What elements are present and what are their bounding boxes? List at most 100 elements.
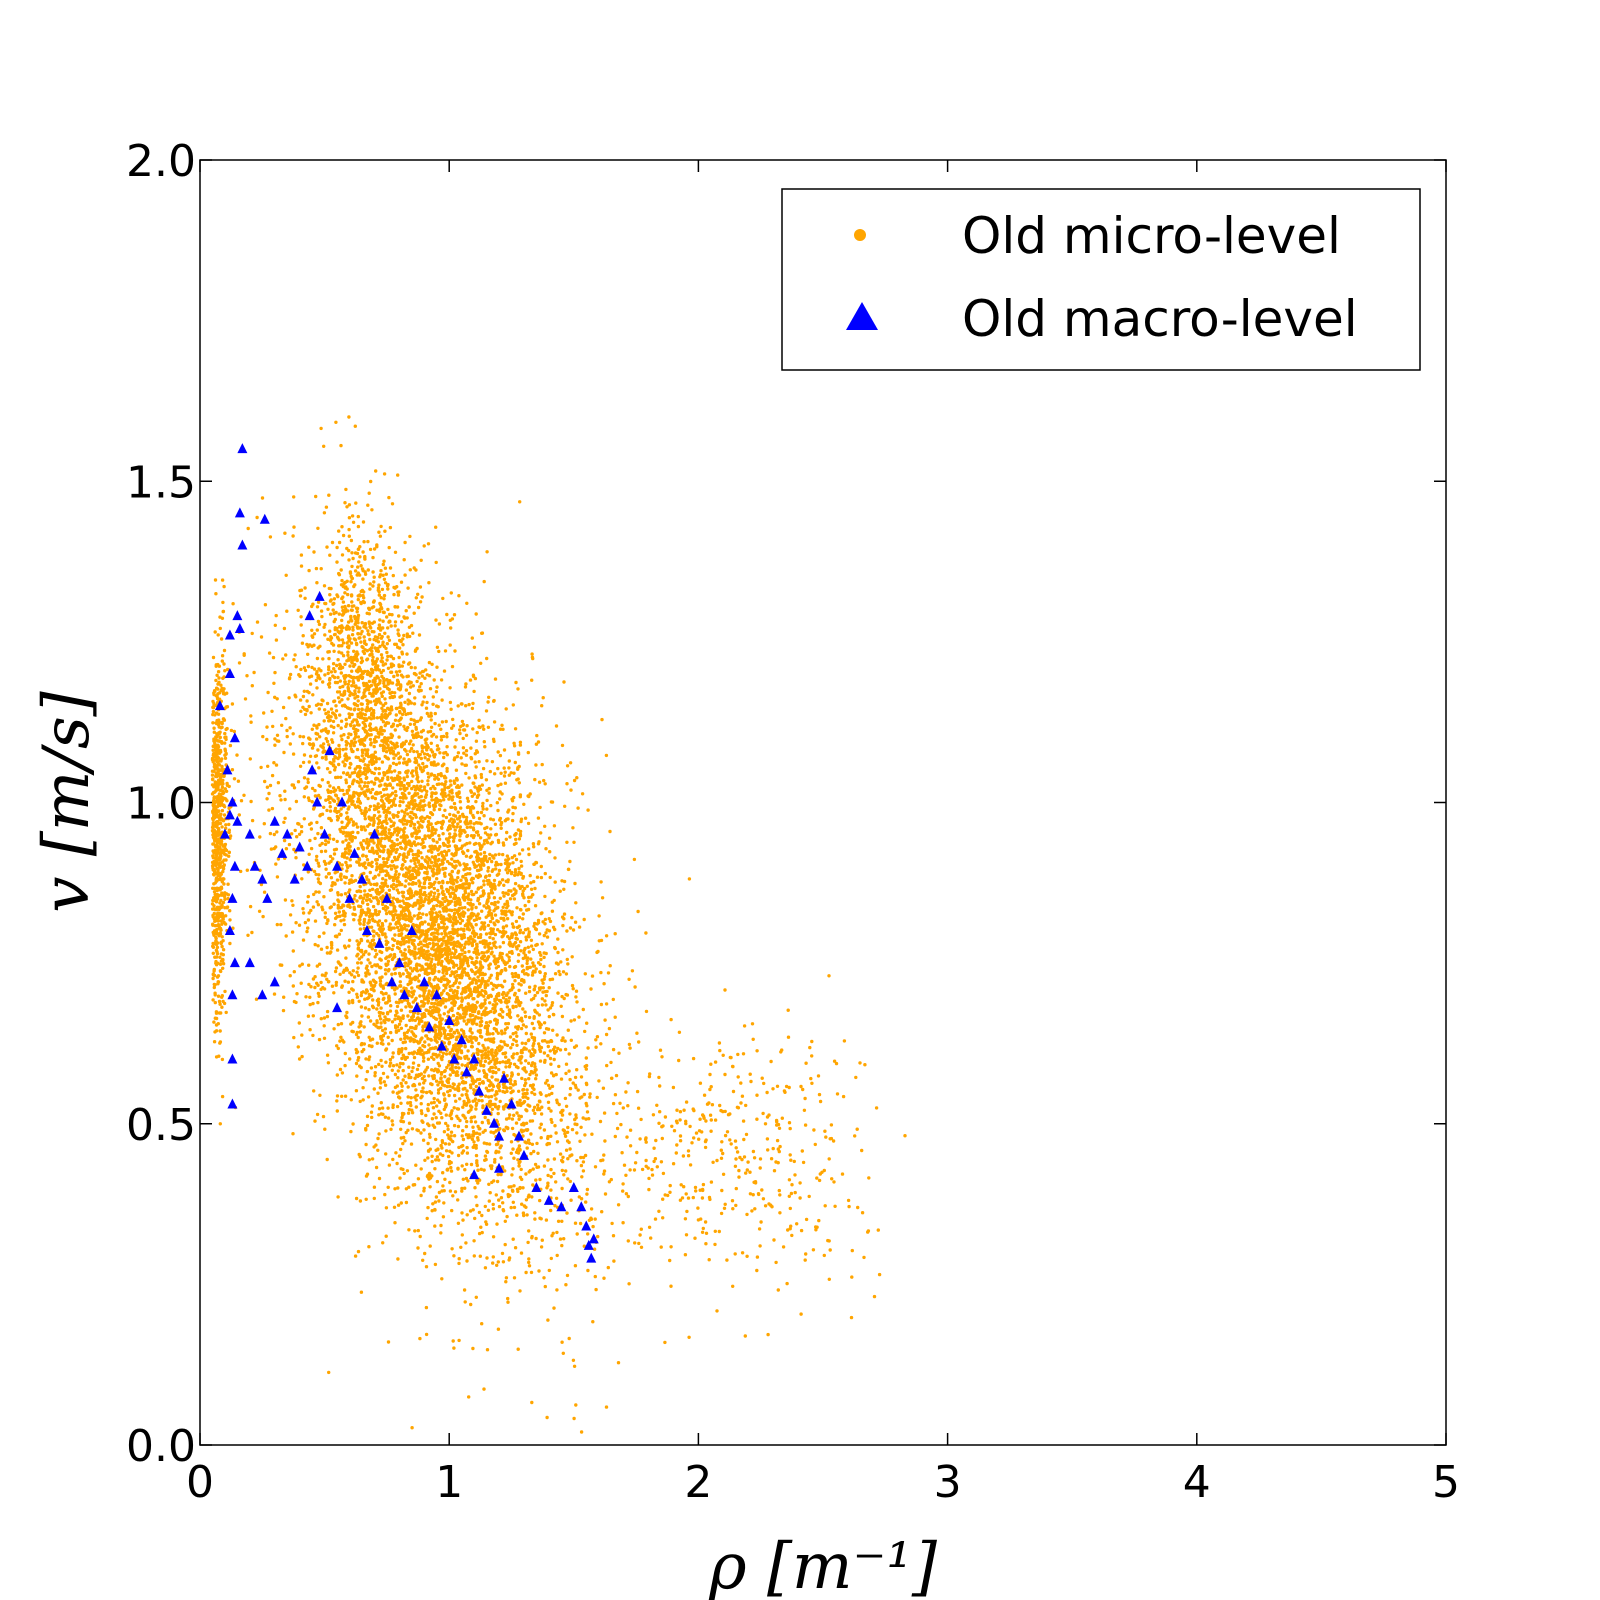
micro-point [380, 1028, 385, 1033]
micro-point [376, 1091, 380, 1095]
micro-point [308, 754, 313, 758]
micro-point [622, 1163, 627, 1167]
micro-point [533, 1092, 537, 1097]
micro-point [346, 735, 350, 740]
micro-point [534, 1236, 538, 1241]
micro-point [554, 1196, 559, 1201]
micro-point [539, 1112, 544, 1116]
micro-point [442, 755, 446, 760]
micro-point [621, 1189, 625, 1193]
micro-point [526, 821, 531, 826]
micro-point [413, 861, 417, 866]
micro-point [575, 1068, 579, 1072]
micro-point [516, 766, 520, 770]
micro-point [390, 724, 394, 729]
micro-point [416, 1177, 421, 1181]
micro-point [535, 1141, 539, 1146]
micro-point [447, 935, 451, 940]
micro-point [389, 902, 393, 907]
micro-point [482, 1387, 486, 1391]
micro-point [803, 1258, 807, 1262]
micro-point [562, 879, 567, 884]
micro-point [427, 775, 431, 779]
micro-point [466, 908, 470, 912]
micro-point [381, 619, 385, 623]
micro-point [624, 1192, 629, 1196]
micro-point [518, 1289, 522, 1293]
micro-point [482, 850, 487, 855]
micro-point [356, 735, 361, 739]
micro-point [526, 847, 531, 851]
micro-point [533, 777, 537, 782]
micro-point [224, 1010, 228, 1015]
micro-point [363, 889, 367, 893]
micro-point [514, 1004, 518, 1009]
micro-point [470, 924, 474, 928]
micro-point [516, 1347, 520, 1351]
micro-point [580, 792, 585, 796]
micro-point [564, 1071, 568, 1076]
micro-point [453, 866, 457, 870]
micro-point [404, 808, 408, 812]
micro-point [493, 772, 497, 776]
micro-point [505, 871, 510, 875]
micro-point [698, 1117, 702, 1121]
micro-point [449, 955, 454, 960]
micro-point [801, 1160, 806, 1165]
micro-point [511, 1237, 515, 1241]
micro-point [379, 653, 384, 657]
micro-point [310, 727, 314, 731]
micro-point [403, 859, 407, 864]
micro-point [697, 1137, 701, 1141]
micro-point [357, 636, 361, 640]
micro-point [222, 813, 227, 817]
micro-point [554, 1131, 558, 1135]
micro-point [401, 890, 406, 895]
micro-point [426, 1156, 430, 1160]
micro-point [346, 653, 350, 657]
micro-point [322, 895, 326, 899]
micro-point [228, 941, 232, 946]
micro-point [456, 784, 460, 788]
micro-point [379, 659, 383, 663]
micro-point [367, 679, 372, 684]
micro-point [442, 1130, 447, 1134]
micro-point [319, 947, 324, 951]
micro-point [493, 1018, 497, 1022]
micro-point [285, 734, 289, 739]
micro-point [246, 526, 250, 531]
micro-point [484, 932, 489, 936]
micro-point [398, 841, 402, 845]
micro-point [444, 780, 448, 784]
micro-point [329, 876, 334, 880]
micro-point [395, 888, 399, 892]
micro-point [437, 723, 441, 727]
micro-point [347, 712, 351, 716]
micro-point [570, 955, 574, 959]
micro-point [311, 1001, 315, 1006]
micro-point [372, 771, 376, 776]
micro-point [456, 933, 460, 937]
micro-point [391, 573, 395, 578]
micro-point [461, 1105, 465, 1109]
micro-point [336, 675, 340, 680]
micro-point [218, 955, 222, 959]
micro-point [536, 740, 541, 744]
micro-point [386, 654, 390, 659]
micro-point [211, 709, 216, 714]
micro-point [213, 991, 217, 995]
micro-point [399, 1050, 403, 1054]
micro-point [381, 888, 385, 892]
micro-point [415, 1039, 419, 1044]
micro-point [559, 1077, 564, 1081]
micro-point [386, 1340, 391, 1344]
micro-point [458, 956, 462, 961]
micro-point [599, 1158, 603, 1163]
micro-point [373, 948, 378, 953]
micro-point [223, 731, 227, 736]
micro-point [344, 487, 348, 492]
micro-point [456, 1198, 460, 1202]
micro-point [487, 945, 491, 949]
micro-point [575, 1131, 579, 1135]
micro-point [363, 781, 367, 785]
